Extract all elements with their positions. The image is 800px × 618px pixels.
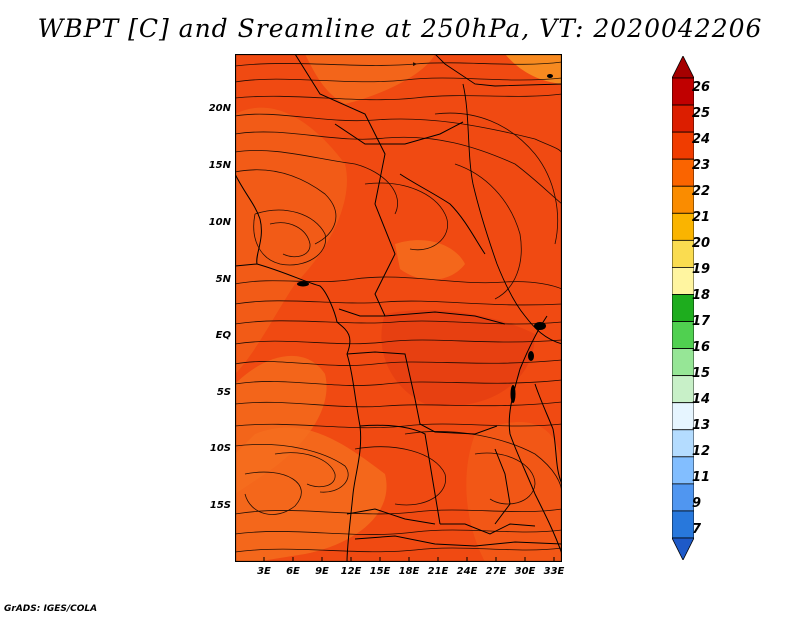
colorbar-segment <box>672 77 694 106</box>
colorbar-segment <box>672 294 694 322</box>
colorbar-label-9: 9 <box>692 496 702 511</box>
colorbar-segment <box>672 158 694 187</box>
lon-label-12e: 12E <box>340 566 362 577</box>
colorbar-segment <box>672 510 694 539</box>
lon-label-33e: 33E <box>543 566 565 577</box>
colorbar-segment <box>672 267 694 295</box>
colorbar-segment <box>672 402 694 431</box>
colorbar-label-25: 25 <box>692 106 711 121</box>
map-ticks <box>263 557 555 562</box>
lon-label-21e: 21E <box>427 566 449 577</box>
lat-label-10n: 10N <box>208 217 231 228</box>
lon-label-3e: 3E <box>257 566 271 577</box>
lon-label-24e: 24E <box>456 566 478 577</box>
lat-label-20n: 20N <box>208 103 231 114</box>
colorbar-label-17: 17 <box>692 314 711 329</box>
coastlines-borders <box>235 54 562 562</box>
chart-title: WBPT [C] and Sreamline at 250hPa, VT: 20… <box>37 14 763 43</box>
colorbar-segment <box>672 104 694 133</box>
colorbar-segment <box>672 212 694 241</box>
map-frame <box>235 54 562 562</box>
lakes <box>297 74 553 403</box>
colorbar-label-16: 16 <box>692 340 711 355</box>
lon-label-9e: 9E <box>315 566 329 577</box>
colorbar-label-21: 21 <box>692 210 711 225</box>
lat-label-5s: 5S <box>216 387 231 398</box>
colorbar-label-12: 12 <box>692 444 711 459</box>
colorbar-segment <box>672 483 694 512</box>
colorbar <box>672 56 694 560</box>
colorbar-label-20: 20 <box>692 236 711 251</box>
colorbar-segment <box>672 429 694 458</box>
wbpt-field-hot-north <box>305 54 435 104</box>
lat-label-5n: 5N <box>215 274 231 285</box>
lat-label-15n: 15N <box>208 160 231 171</box>
colorbar-label-23: 23 <box>692 158 711 173</box>
lat-label-eq: EQ <box>215 330 231 341</box>
lon-label-15e: 15E <box>369 566 391 577</box>
colorbar-label-18: 18 <box>692 288 711 303</box>
colorbar-label-19: 19 <box>692 262 711 277</box>
colorbar-label-22: 22 <box>692 184 711 199</box>
wbpt-field-warm-south <box>235 427 387 562</box>
colorbar-bottom-arrow <box>672 537 694 560</box>
wbpt-field-warm-east <box>466 422 562 562</box>
colorbar-label-7: 7 <box>692 522 702 537</box>
colorbar-label-24: 24 <box>692 132 711 147</box>
colorbar-segment <box>672 185 694 214</box>
colorbar-segment <box>672 239 694 268</box>
lon-label-18e: 18E <box>398 566 420 577</box>
lat-label-15s: 15S <box>209 500 231 511</box>
colorbar-segment <box>672 131 694 160</box>
colorbar-segment <box>672 375 694 404</box>
colorbar-label-11: 11 <box>692 470 711 485</box>
wbpt-field-hot-center <box>395 240 465 280</box>
lon-label-30e: 30E <box>514 566 536 577</box>
colorbar-label-14: 14 <box>692 392 711 407</box>
colorbar-label-13: 13 <box>692 418 711 433</box>
wbpt-field-warm-west <box>235 107 347 374</box>
colorbar-segment <box>672 456 694 485</box>
colorbar-top-arrow <box>672 56 694 79</box>
colorbar-segment <box>672 348 694 377</box>
streamlines <box>235 61 562 553</box>
colorbar-label-26: 26 <box>692 80 711 95</box>
lon-label-6e: 6E <box>286 566 300 577</box>
colorbar-segment <box>672 321 694 349</box>
map-panel <box>235 54 562 562</box>
lon-label-27e: 27E <box>485 566 507 577</box>
colorbar-label-15: 15 <box>692 366 711 381</box>
lat-label-10s: 10S <box>209 443 231 454</box>
grads-credit: GrADS: IGES/COLA <box>4 604 98 614</box>
